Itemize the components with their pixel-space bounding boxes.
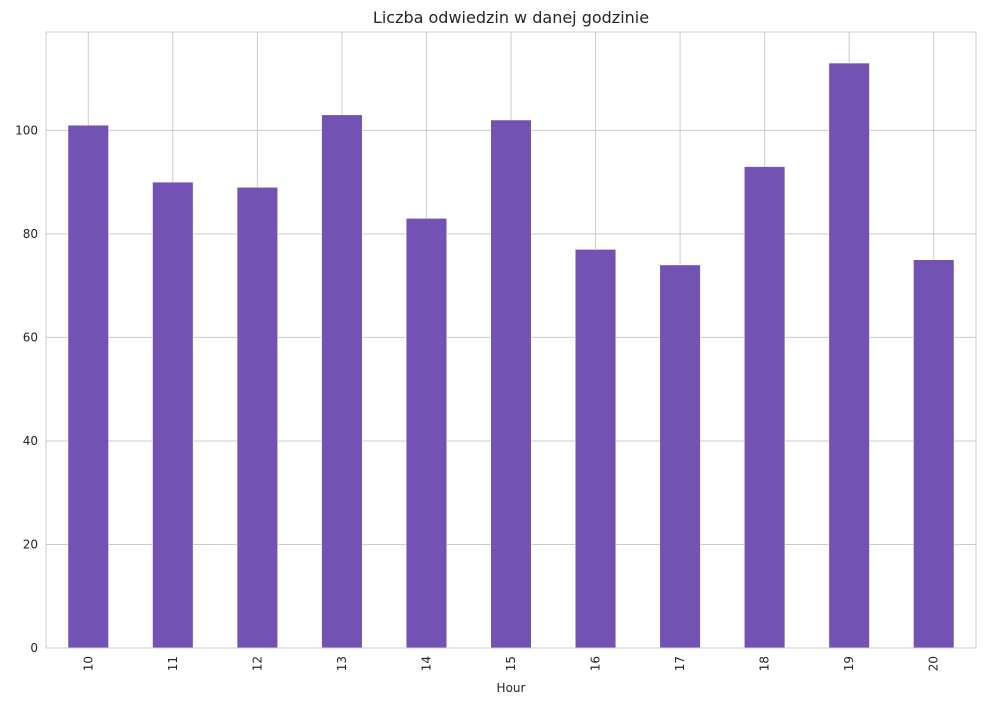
x-tick-label: 13 [335,656,349,671]
plot-border [45,31,977,649]
x-tick-label: 15 [504,656,518,671]
y-tick-label: 20 [23,537,38,551]
bar-12 [236,187,278,649]
x-tick-label: 19 [842,656,856,671]
y-tick-label: 80 [23,227,38,241]
x-axis-label: Hour [497,681,526,695]
bar-13 [321,114,363,649]
bar-14 [405,218,447,649]
bar-15 [490,119,532,649]
bar-17 [659,264,701,649]
bar-10 [67,124,109,649]
x-tick-label: 18 [758,656,772,671]
x-tick-label: 20 [927,656,941,671]
x-tick-label: 10 [81,656,95,671]
bar-16 [575,249,617,649]
x-tick-label: 17 [673,656,687,671]
x-tick-label: 11 [166,656,180,671]
y-tick-label: 100 [15,123,38,137]
bar-20 [913,259,955,649]
x-tick-label: 16 [589,656,603,671]
x-axis-ticks: 10 11 12 13 14 15 16 17 18 19 20 [81,656,940,671]
y-tick-label: 60 [23,330,38,344]
y-tick-label: 0 [30,641,38,655]
x-tick-label: 12 [250,656,264,671]
plot-frame [45,31,977,649]
y-tick-label: 40 [23,434,38,448]
bars-layer [67,62,955,649]
bar-11 [152,181,194,649]
chart-title: Liczba odwiedzin w danej godzinie [373,8,649,27]
x-tick-label: 14 [419,656,433,671]
bar-19 [828,62,870,649]
bar-18 [744,166,786,649]
y-axis-ticks: 0 20 40 60 80 100 [15,123,38,655]
